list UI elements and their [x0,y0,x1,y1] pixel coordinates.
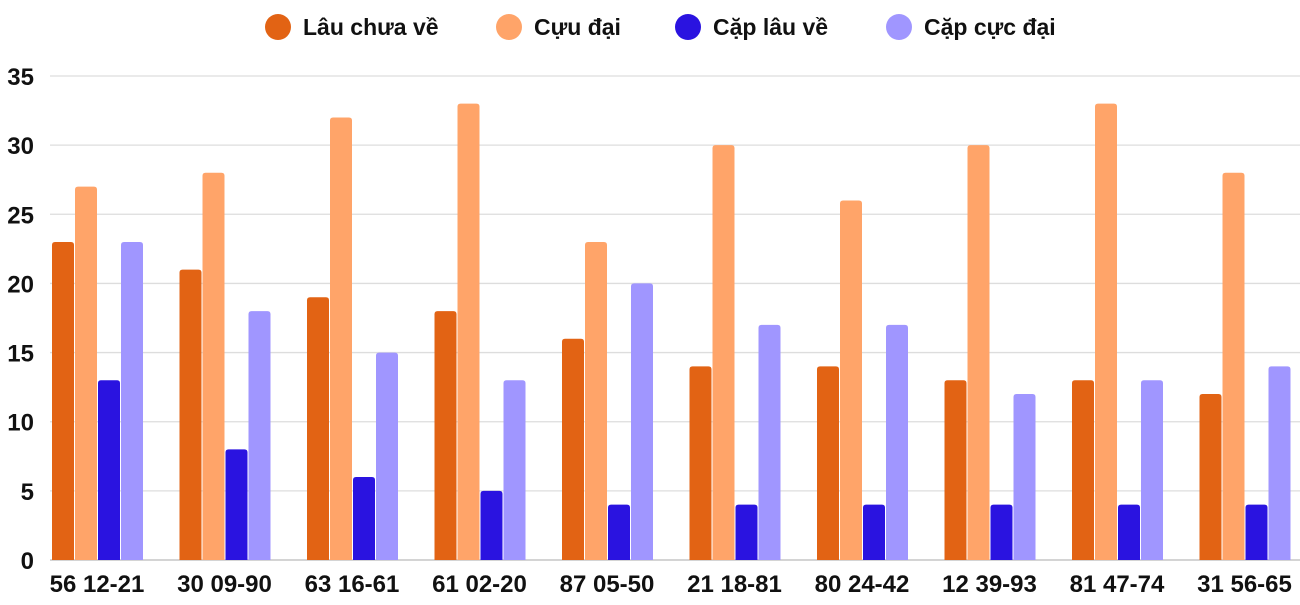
legend-item: Lâu chưa về [265,14,439,40]
bar [1222,172,1245,561]
bar [1013,394,1036,560]
bar [121,241,143,560]
legend-label: Cựu đại [534,14,621,40]
bar [990,504,1013,560]
legend-item: Cặp cực đại [886,14,1056,40]
x-tick-label: 31 56-65 [1197,571,1292,598]
y-tick-label: 0 [21,548,34,575]
legend: Lâu chưa về Cựu đại Cặp lâu về Cặp cực đại [265,14,1056,40]
legend-item: Cặp lâu về [675,14,828,40]
x-tick-label: 87 05-50 [560,571,655,598]
legend-label: Cặp lâu về [713,14,828,40]
bar [1118,504,1140,560]
bar [689,366,712,560]
bar [840,200,862,560]
bar [98,380,120,560]
legend-swatch [886,14,912,40]
bar [1199,394,1222,560]
bar [585,241,607,560]
y-tick-label: 25 [7,202,34,229]
bar [631,283,653,560]
bar [1072,380,1094,560]
y-tick-label: 30 [7,133,34,160]
x-tick-label: 12 39-93 [942,571,1037,598]
bar [434,311,457,560]
legend-label: Lâu chưa về [303,14,439,40]
bar [503,380,526,560]
x-axis-ticks: 56 12-21 30 09-90 63 16-61 61 02-20 87 05-50… [50,571,1292,598]
bar [202,172,225,561]
bar [307,297,329,560]
bar [562,338,584,560]
bar [52,241,74,560]
bar [225,449,248,560]
bar [758,324,781,560]
legend-label: Cặp cực đại [924,14,1056,40]
legend-swatch [265,14,291,40]
bar [1141,380,1163,560]
x-tick-label: 21 18-81 [687,571,782,598]
x-tick-label: 81 47-74 [1070,571,1165,598]
bar [457,103,480,561]
bars [52,103,1291,561]
bar [712,145,735,560]
bar [944,380,967,560]
x-tick-label: 56 12-21 [50,571,145,598]
y-tick-label: 5 [21,479,34,506]
x-tick-label: 61 02-20 [432,571,527,598]
x-tick-label: 30 09-90 [177,571,272,598]
legend-swatch [496,14,522,40]
bar [480,490,503,560]
bar [1095,103,1117,561]
y-tick-label: 20 [7,271,34,298]
y-axis-ticks: 0 5 10 15 20 25 30 35 [7,64,34,575]
y-tick-label: 35 [7,64,34,91]
bar [330,117,352,560]
bar [863,504,885,560]
bar [75,186,97,560]
legend-swatch [675,14,701,40]
bar [817,366,839,560]
x-tick-label: 63 16-61 [305,571,400,598]
y-tick-label: 15 [7,341,34,368]
bar [179,269,202,560]
bar [886,324,908,560]
bar [1245,504,1268,560]
legend-item: Cựu đại [496,14,621,40]
bar [967,145,990,560]
bar [376,352,398,560]
x-tick-label: 80 24-42 [815,571,910,598]
bar [608,504,630,560]
bar [248,311,271,560]
bar [735,504,758,560]
bar [1268,366,1291,560]
bar [353,477,375,560]
y-tick-label: 10 [7,410,34,437]
